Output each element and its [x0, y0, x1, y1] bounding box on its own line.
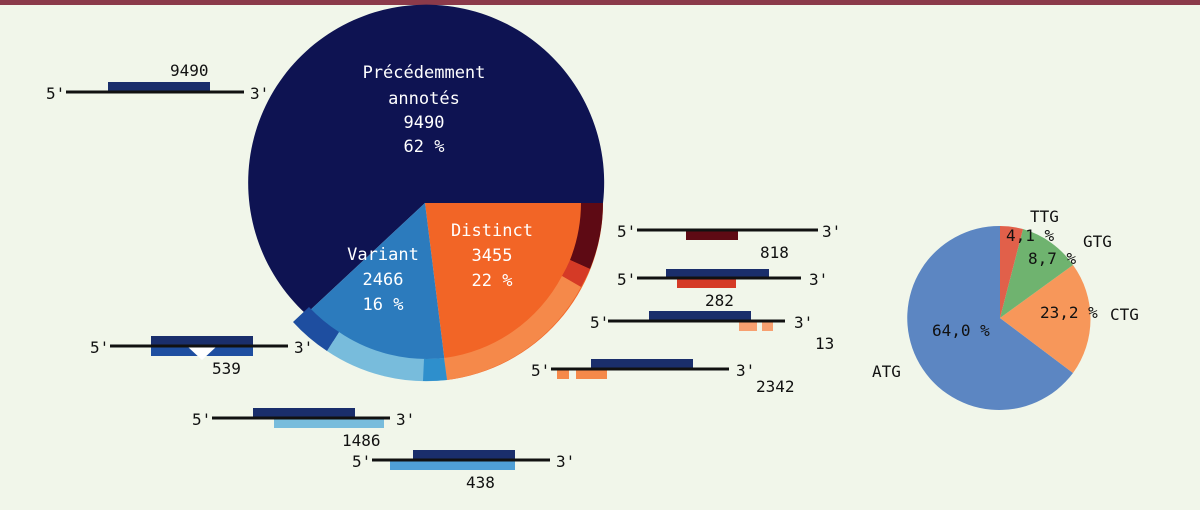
- gene-cds-variant: [390, 461, 515, 470]
- five-prime-label: 5': [590, 313, 609, 332]
- variant-label: Variant: [347, 245, 419, 265]
- ttg-percent: 4,1 %: [1006, 226, 1055, 245]
- start-codon-pie: TTG 4,1 % GTG 8,7 % 23,2 % CTG 64,0 % AT…: [872, 207, 1139, 410]
- five-prime-label: 5': [192, 410, 211, 429]
- ring-distinct-2342: [444, 276, 581, 380]
- three-prime-label: 3': [736, 361, 755, 380]
- distinct-percent: 22 %: [472, 271, 513, 291]
- three-prime-label: 3': [556, 452, 575, 471]
- five-prime-label: 5': [46, 84, 65, 103]
- pie-slice-gtg: [1000, 229, 1073, 318]
- pie-slice-ctg: [1000, 265, 1091, 373]
- ctg-percent: 23,2 %: [1040, 303, 1098, 322]
- gene-cds-distinct: [677, 279, 736, 288]
- gene-model-annotated: 5' 3' 9490: [46, 61, 269, 103]
- top-rule: [0, 0, 1200, 5]
- gene-cds-annotated: [666, 269, 769, 278]
- annotated-label-line1: Précédemment: [363, 63, 486, 83]
- five-prime-label: 5': [90, 338, 109, 357]
- ring-variant-1486: [327, 332, 447, 382]
- three-prime-label: 3': [396, 410, 415, 429]
- gene-cds-distinct: [762, 322, 773, 331]
- pie-slice-atg: [907, 225, 1073, 410]
- ring-distinct-818: [570, 203, 603, 269]
- annotated-percent: 62 %: [404, 137, 445, 157]
- five-prime-label: 5': [352, 452, 371, 471]
- ttg-label: TTG: [1030, 207, 1059, 226]
- three-prime-label: 3': [822, 222, 841, 241]
- gene-model-distinct-13: 5' 3' 13: [590, 311, 834, 353]
- gene-cds-annotated: [108, 82, 210, 92]
- ring-variant-539: [293, 307, 339, 351]
- gene-model-distinct-2342: 5' 3' 2342: [531, 359, 795, 396]
- gene-cds-distinct: [557, 370, 569, 379]
- atg-label: ATG: [872, 362, 901, 381]
- pie-slice-distinct: [425, 203, 604, 380]
- ring-variant-438: [423, 358, 447, 382]
- variant-count: 2466: [363, 270, 404, 290]
- main-pie: Précédemment annotés 9490 62 % Distinct …: [248, 4, 605, 382]
- gene-cds-distinct: [739, 322, 757, 331]
- gene-model-variant-539: 5' 3' 539: [90, 336, 313, 378]
- count-label: 282: [705, 291, 734, 310]
- count-label: 818: [760, 243, 789, 262]
- count-label: 9490: [170, 61, 209, 80]
- gene-model-distinct-818: 5' 3' 818: [617, 222, 841, 262]
- gtg-label: GTG: [1083, 232, 1112, 251]
- gene-cds-annotated: [151, 336, 253, 346]
- atg-percent: 64,0 %: [932, 321, 990, 340]
- five-prime-label: 5': [617, 270, 636, 289]
- three-prime-label: 3': [294, 338, 313, 357]
- ctg-label: CTG: [1110, 305, 1139, 324]
- three-prime-label: 3': [794, 313, 813, 332]
- distinct-label: Distinct: [451, 221, 533, 241]
- splice-notch: [188, 347, 216, 360]
- gtg-percent: 8,7 %: [1028, 249, 1077, 268]
- five-prime-label: 5': [617, 222, 636, 241]
- annotated-label-line2: annotés: [388, 89, 460, 109]
- pie-slice-ttg: [1000, 226, 1023, 318]
- gene-cds-distinct: [576, 370, 607, 379]
- gene-cds-annotated: [591, 359, 693, 369]
- gene-cds-annotated: [253, 408, 355, 418]
- gene-model-variant-1486: 5' 3' 1486: [192, 408, 415, 450]
- variant-percent: 16 %: [363, 295, 404, 315]
- annotated-count: 9490: [404, 113, 445, 133]
- three-prime-label: 3': [250, 84, 269, 103]
- three-prime-label: 3': [809, 270, 828, 289]
- count-label: 438: [466, 473, 495, 492]
- pie-slice-annotated: [248, 4, 605, 314]
- gene-model-variant-438: 5' 3' 438: [352, 450, 575, 492]
- count-label: 13: [815, 334, 834, 353]
- gene-cds-variant: [274, 419, 384, 428]
- count-label: 1486: [342, 431, 381, 450]
- gene-cds-annotated: [649, 311, 751, 321]
- count-label: 539: [212, 359, 241, 378]
- gene-model-distinct-282: 5' 3' 282: [617, 269, 828, 310]
- gene-cds-annotated: [413, 450, 515, 460]
- five-prime-label: 5': [531, 361, 550, 380]
- gene-cds-annotated: [686, 230, 738, 240]
- count-label: 2342: [756, 377, 795, 396]
- distinct-count: 3455: [472, 246, 513, 266]
- ring-distinct-282: [562, 260, 590, 287]
